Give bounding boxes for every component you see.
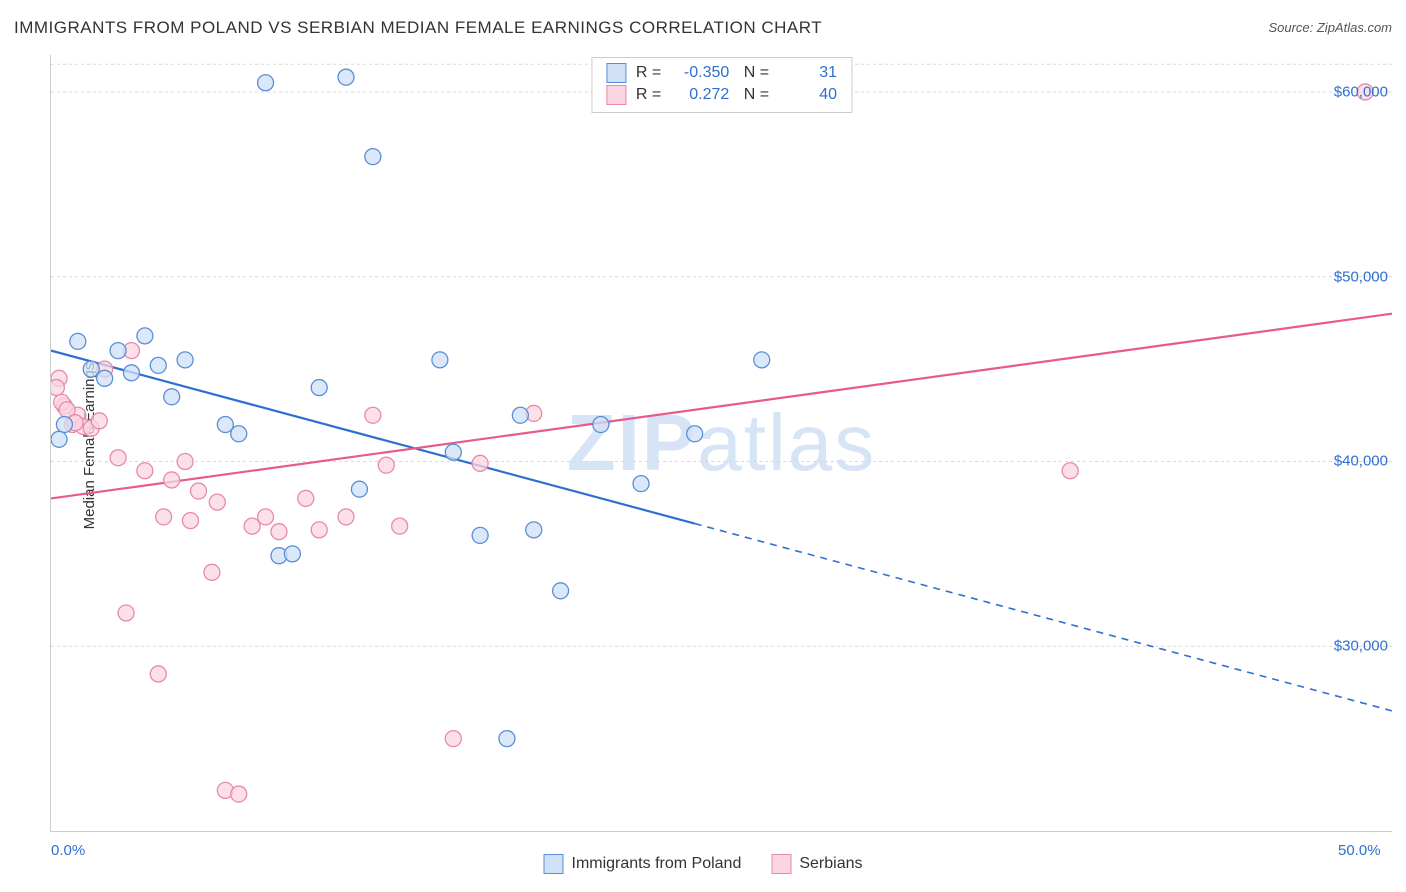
stats-r-value-poland: -0.350: [671, 62, 729, 84]
x-tick-label: 50.0%: [1338, 842, 1381, 859]
stats-row-serbians: R = 0.272 N = 40: [606, 84, 837, 106]
y-tick-label: $40,000: [1334, 453, 1388, 470]
stats-r-label: R =: [636, 84, 661, 106]
y-tick-label: $30,000: [1334, 638, 1388, 655]
legend-label-poland: Immigrants from Poland: [572, 855, 742, 873]
bottom-legend: Immigrants from Poland Serbians: [544, 854, 863, 874]
stats-n-label: N =: [739, 84, 769, 106]
x-tick-label: 0.0%: [51, 842, 85, 859]
legend-item-poland: Immigrants from Poland: [544, 854, 742, 874]
stats-n-value-poland: 31: [779, 62, 837, 84]
swatch-serbians: [606, 85, 626, 105]
y-tick-label: $60,000: [1334, 83, 1388, 100]
legend-label-serbians: Serbians: [799, 855, 862, 873]
chart-title: IMMIGRANTS FROM POLAND VS SERBIAN MEDIAN…: [14, 18, 822, 37]
y-tick-label: $50,000: [1334, 268, 1388, 285]
swatch-poland: [606, 63, 626, 83]
legend-swatch-poland: [544, 854, 564, 874]
scatter-chart: [51, 55, 1392, 831]
stats-row-poland: R = -0.350 N = 31: [606, 62, 837, 84]
stats-r-value-serbians: 0.272: [671, 84, 729, 106]
source-label: Source: ZipAtlas.com: [1268, 20, 1392, 35]
stats-n-value-serbians: 40: [779, 84, 837, 106]
legend-item-serbians: Serbians: [771, 854, 862, 874]
legend-swatch-serbians: [771, 854, 791, 874]
stats-n-label: N =: [739, 62, 769, 84]
stats-r-label: R =: [636, 62, 661, 84]
stats-legend-box: R = -0.350 N = 31 R = 0.272 N = 40: [591, 57, 852, 113]
chart-plot-area: ZIPatlas R = -0.350 N = 31 R = 0.272 N =…: [50, 55, 1392, 832]
